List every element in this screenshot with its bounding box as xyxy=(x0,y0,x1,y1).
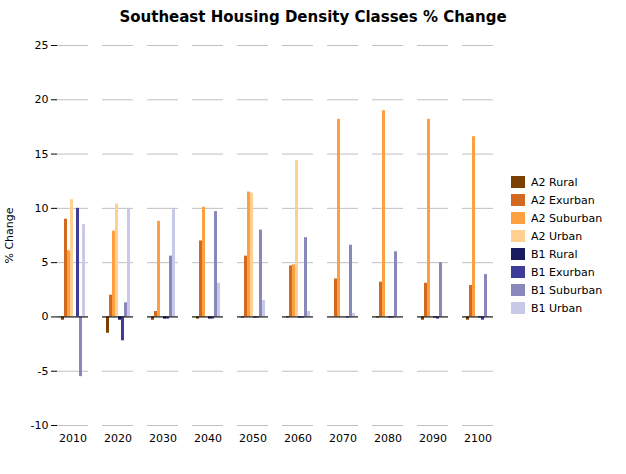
svg-text:2020: 2020 xyxy=(104,432,132,445)
html-text:A2 Exurban: A2 Exurban xyxy=(531,193,595,207)
svg-text:10: 10 xyxy=(35,202,49,215)
svg-text:2030: 2030 xyxy=(149,432,177,445)
svg-text:20: 20 xyxy=(35,93,49,106)
svg-text:15: 15 xyxy=(35,148,49,161)
svg-text:2010: 2010 xyxy=(59,432,87,445)
html-text:A2 Suburban: A2 Suburban xyxy=(531,211,603,225)
html-text:A2 Rural: A2 Rural xyxy=(531,175,578,189)
svg-text:25: 25 xyxy=(35,39,49,52)
svg-text:5: 5 xyxy=(42,256,49,269)
html-text:B1 Suburban: B1 Suburban xyxy=(531,283,603,297)
svg-text:-5: -5 xyxy=(38,365,49,378)
svg-text:% Change: % Change xyxy=(3,207,16,263)
svg-text:2060: 2060 xyxy=(284,432,312,445)
svg-text:2040: 2040 xyxy=(194,432,222,445)
html-text:A2 Urban: A2 Urban xyxy=(531,229,583,243)
html-text:B1 Urban: B1 Urban xyxy=(531,301,583,315)
svg-text:2050: 2050 xyxy=(239,432,267,445)
svg-text:2100: 2100 xyxy=(464,432,492,445)
html-text:B1 Rural: B1 Rural xyxy=(531,247,578,261)
svg-text:2090: 2090 xyxy=(419,432,447,445)
html-text:B1 Exurban: B1 Exurban xyxy=(531,265,595,279)
svg-text:-10: -10 xyxy=(31,419,49,432)
svg-text:0: 0 xyxy=(42,310,49,323)
svg-text:2080: 2080 xyxy=(374,432,402,445)
html-text:Southeast Housing Density Clas: Southeast Housing Density Classes % Chan… xyxy=(119,8,507,26)
svg-text:2070: 2070 xyxy=(329,432,357,445)
